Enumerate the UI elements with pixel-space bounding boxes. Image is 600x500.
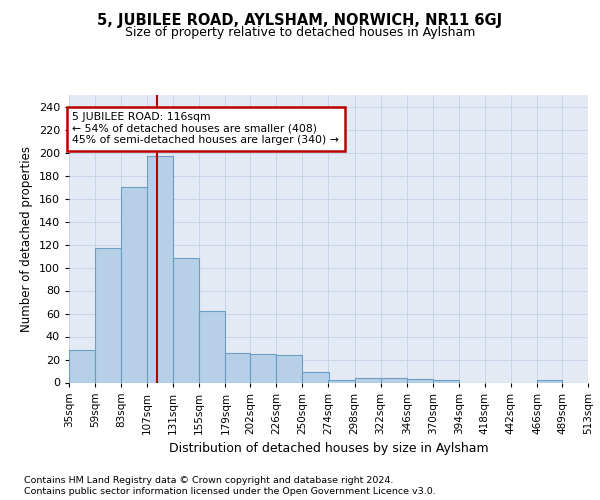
Bar bbox=[199, 311, 226, 382]
Bar bbox=[277, 355, 302, 382]
Text: 5 JUBILEE ROAD: 116sqm
← 54% of detached houses are smaller (408)
45% of semi-de: 5 JUBILEE ROAD: 116sqm ← 54% of detached… bbox=[72, 112, 339, 146]
Bar bbox=[537, 380, 562, 382]
Text: Contains HM Land Registry data © Crown copyright and database right 2024.: Contains HM Land Registry data © Crown c… bbox=[24, 476, 394, 485]
Bar bbox=[69, 350, 95, 382]
X-axis label: Distribution of detached houses by size in Aylsham: Distribution of detached houses by size … bbox=[169, 442, 488, 455]
Bar bbox=[173, 258, 199, 382]
Bar bbox=[95, 248, 121, 382]
Bar bbox=[355, 378, 380, 382]
Bar bbox=[329, 380, 355, 382]
Bar bbox=[302, 372, 329, 382]
Text: Contains public sector information licensed under the Open Government Licence v3: Contains public sector information licen… bbox=[24, 487, 436, 496]
Bar bbox=[147, 156, 173, 382]
Bar bbox=[250, 354, 277, 382]
Bar bbox=[226, 352, 250, 382]
Text: Size of property relative to detached houses in Aylsham: Size of property relative to detached ho… bbox=[125, 26, 475, 39]
Bar bbox=[121, 187, 147, 382]
Bar bbox=[407, 379, 433, 382]
Y-axis label: Number of detached properties: Number of detached properties bbox=[20, 146, 33, 332]
Bar bbox=[433, 380, 459, 382]
Bar bbox=[380, 378, 407, 382]
Text: 5, JUBILEE ROAD, AYLSHAM, NORWICH, NR11 6GJ: 5, JUBILEE ROAD, AYLSHAM, NORWICH, NR11 … bbox=[97, 12, 503, 28]
